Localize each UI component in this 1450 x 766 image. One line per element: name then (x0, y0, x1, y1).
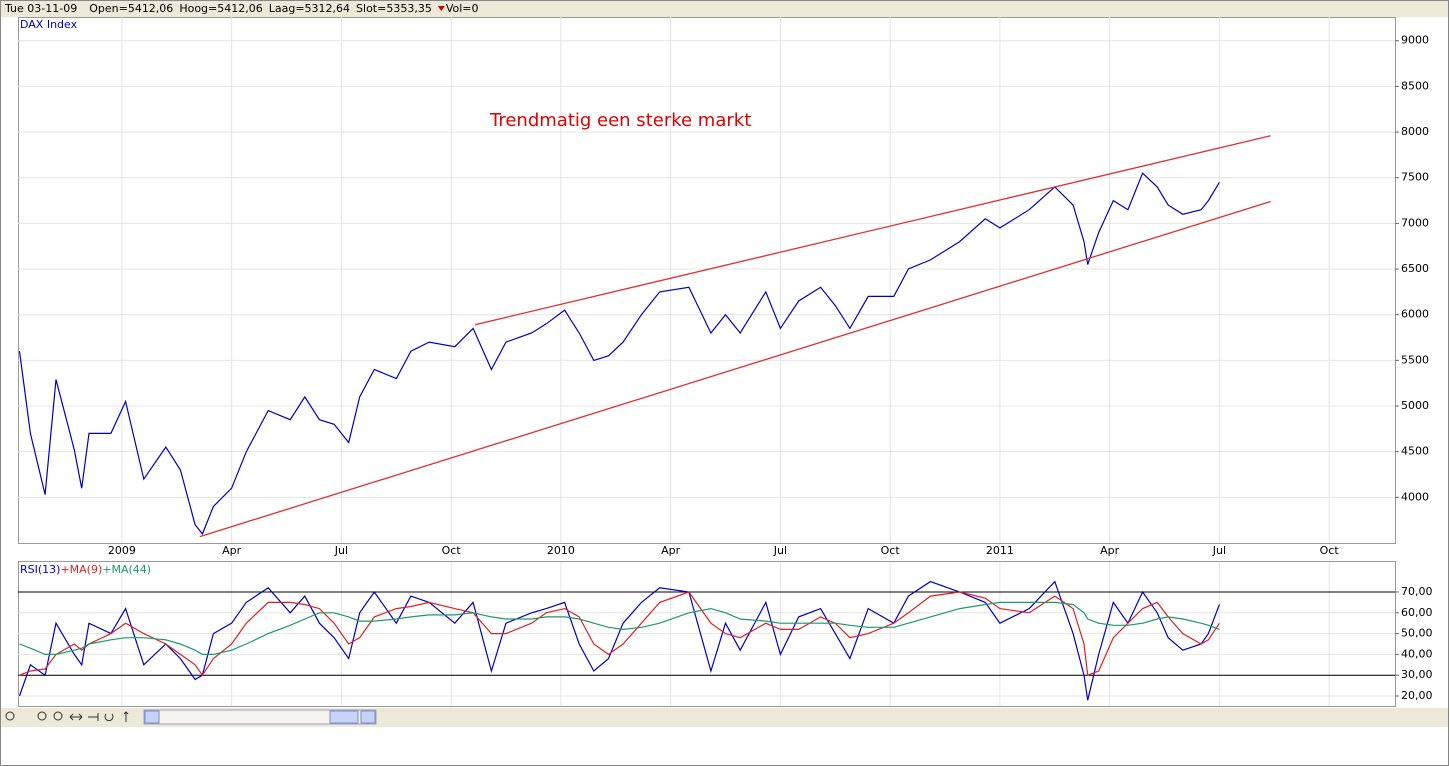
scroll-thumb[interactable] (329, 710, 359, 724)
pan-icon[interactable] (69, 713, 83, 721)
y-tick-label: 20,00 (1401, 689, 1433, 702)
y-tick-label: 6000 (1401, 308, 1429, 321)
plot-area (18, 562, 1395, 706)
y-tick-label: 8500 (1401, 79, 1429, 92)
x-tick-label: Jul (334, 544, 348, 557)
y-tick-label: 50,00 (1401, 627, 1433, 640)
x-tick-label: Apr (1100, 544, 1120, 557)
legend-entry: DAX Index (20, 18, 78, 31)
y-tick-label: 4000 (1401, 490, 1429, 503)
y-tick-label: 4500 (1401, 445, 1429, 458)
price-panel (18, 17, 1396, 544)
x-tick-label: 2011 (986, 544, 1014, 557)
scale-icon[interactable] (123, 711, 129, 722)
toolbar-icons[interactable] (5, 711, 129, 722)
y-tick-label: 40,00 (1401, 647, 1433, 660)
trend-line (474, 135, 1271, 326)
y-tick-label: 6500 (1401, 262, 1429, 275)
fit-icon[interactable] (88, 713, 99, 721)
legend-entry: +MA(9) (60, 563, 102, 576)
trend-line (199, 200, 1271, 538)
y-tick-label: 9000 (1401, 34, 1429, 47)
header-low: Laag=5312,64 (269, 2, 350, 15)
y-tick-label: 60,00 (1401, 606, 1433, 619)
series-line (19, 591, 1220, 677)
scroll-left[interactable] (144, 710, 160, 724)
header-high: Hoog=5412,06 (179, 2, 262, 15)
annotation: Trendmatig een sterke markt (489, 110, 751, 131)
x-tick-label: Jul (1212, 544, 1226, 557)
x-tick-label: Oct (442, 544, 462, 557)
x-tick-label: Apr (661, 544, 681, 557)
x-tick-label: Oct (1320, 544, 1340, 557)
plot-area (18, 17, 1395, 543)
scrollbar[interactable] (143, 709, 377, 725)
y-tick-label: 8000 (1401, 125, 1429, 138)
y-tick-label: 7000 (1401, 216, 1429, 229)
x-tick-label: Oct (881, 544, 901, 557)
down-arrow-icon (437, 6, 445, 11)
zoom-icon[interactable] (5, 711, 15, 721)
zoom-in[interactable] (37, 711, 47, 721)
x-tick-label: 2009 (108, 544, 136, 557)
series-line (18, 580, 1220, 701)
scroll-right[interactable] (360, 710, 376, 724)
zoom-out[interactable] (53, 711, 63, 721)
y-tick-label: 5500 (1401, 353, 1429, 366)
x-tick-label: Apr (222, 544, 242, 557)
x-tick-label: Jul (773, 544, 787, 557)
reset-icon[interactable] (104, 713, 114, 722)
x-tick-label: 2010 (547, 544, 575, 557)
y-tick-label: 70,00 (1401, 585, 1433, 598)
header-date: Tue 03-11-09 (4, 2, 77, 15)
header-open: Open=5412,06 (89, 2, 173, 15)
legend-entry: +MA(44) (102, 563, 151, 576)
header-close: Slot=5353,35 (356, 2, 432, 15)
y-tick-label: 5000 (1401, 399, 1429, 412)
y-tick-label: 7500 (1401, 171, 1429, 184)
y-tick-label: 30,00 (1401, 668, 1433, 681)
header-volume: Vol=0 (446, 2, 479, 15)
status-header: Tue 03-11-09 Open=5412,06 Hoog=5412,06 Laag… (4, 2, 479, 15)
series-line (19, 601, 1220, 655)
series-line (18, 172, 1220, 536)
status-bar (1, 1, 1448, 17)
legend-entry: RSI(13) (20, 563, 60, 576)
